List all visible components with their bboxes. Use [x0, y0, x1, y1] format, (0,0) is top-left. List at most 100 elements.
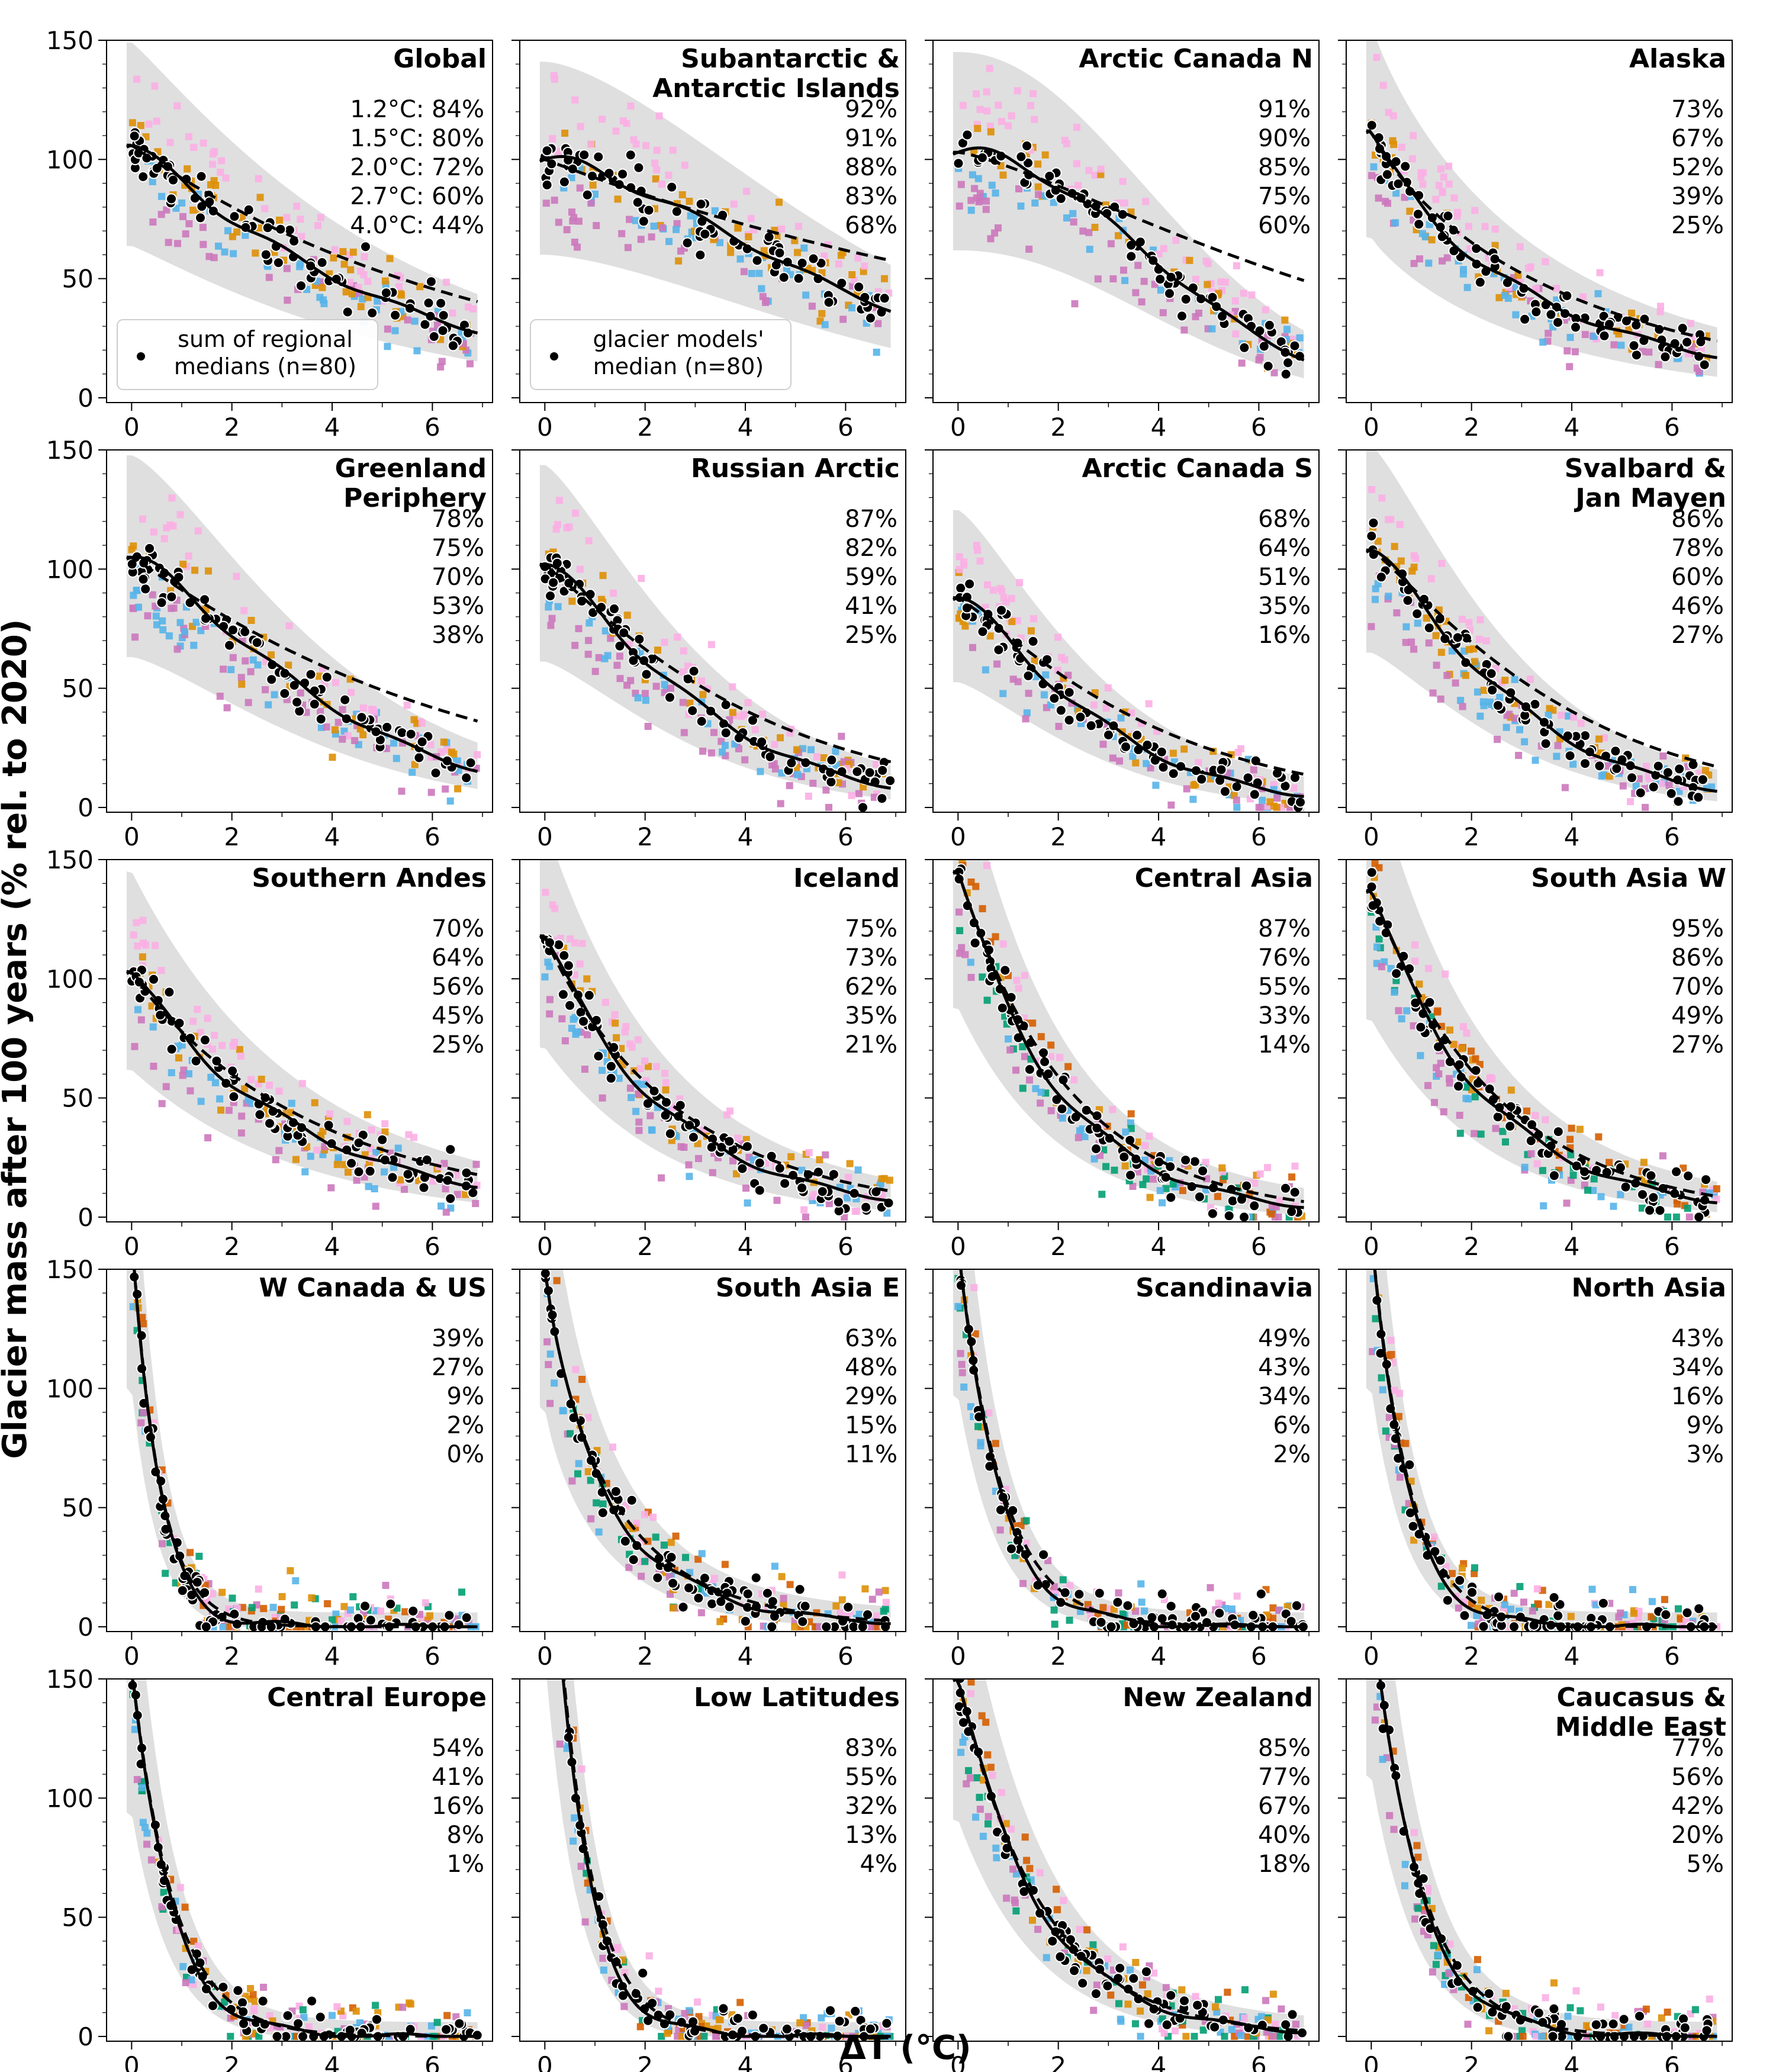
fit-line-solid	[542, 1269, 891, 1626]
model-point	[1238, 359, 1246, 367]
fit-line-solid	[539, 562, 891, 790]
model-point	[1713, 1185, 1720, 1193]
x-tick-label: 6	[838, 1232, 854, 1261]
model-point	[967, 1403, 974, 1411]
model-point	[211, 1079, 219, 1086]
median-point	[1289, 340, 1301, 352]
median-point	[1413, 208, 1424, 220]
model-point	[1121, 276, 1129, 284]
panel-title: Antarctic Islands	[652, 73, 900, 104]
model-point	[1532, 1112, 1539, 1119]
median-point	[1131, 729, 1143, 741]
model-point	[969, 171, 976, 179]
model-point	[619, 117, 627, 125]
median-point	[1080, 1104, 1092, 1116]
model-point	[1619, 782, 1627, 790]
model-point	[1183, 785, 1191, 793]
model-point	[1160, 244, 1167, 252]
model-point	[1232, 330, 1240, 337]
model-point	[292, 1577, 300, 1585]
model-point	[209, 150, 217, 158]
model-point	[217, 169, 224, 176]
model-point	[1081, 1133, 1089, 1140]
model-point	[1471, 658, 1479, 665]
model-point	[655, 112, 663, 120]
model-point	[638, 575, 645, 583]
median-point	[1594, 760, 1606, 772]
model-point	[168, 1069, 175, 1076]
model-point	[653, 146, 661, 154]
model-point	[1425, 639, 1433, 647]
model-point	[574, 1028, 581, 1035]
x-tick-label: 0	[950, 413, 966, 442]
panel-frame	[1346, 40, 1733, 403]
model-point	[578, 940, 586, 947]
model-point	[311, 1099, 318, 1106]
model-point	[734, 1134, 742, 1142]
model-point	[986, 632, 994, 640]
model-point	[729, 1157, 736, 1164]
model-point	[1433, 1008, 1441, 1016]
model-point	[297, 215, 304, 223]
model-point	[464, 2009, 471, 2016]
median-point	[1022, 670, 1034, 682]
scenario-percentage: 34%	[1671, 1354, 1724, 1381]
model-point	[212, 182, 220, 189]
fit-line-solid	[539, 934, 891, 1202]
median-point	[359, 1600, 371, 1612]
x-tick-label: 2	[637, 1232, 653, 1261]
median-point	[720, 699, 732, 710]
median-point	[461, 772, 472, 784]
model-point	[1432, 632, 1440, 639]
model-point	[1545, 330, 1552, 337]
model-point	[349, 1593, 357, 1601]
median-point	[862, 1609, 873, 1620]
median-point	[1193, 1191, 1205, 1203]
model-point	[567, 1430, 574, 1437]
model-point	[364, 278, 372, 285]
model-point	[625, 1563, 633, 1571]
model-point	[1121, 1162, 1129, 1170]
model-point	[1440, 1108, 1447, 1115]
model-point	[1398, 1015, 1405, 1022]
model-point	[1050, 1606, 1058, 1614]
model-point	[1090, 702, 1098, 709]
model-point	[794, 771, 802, 778]
scenario-percentage: 21%	[845, 1031, 897, 1058]
model-point	[166, 521, 174, 529]
uncertainty-band	[1366, 40, 1717, 377]
model-point	[1056, 1054, 1064, 1061]
model-point	[986, 123, 994, 130]
median-point	[578, 1015, 589, 1027]
median-point	[137, 573, 149, 585]
model-point	[168, 604, 175, 612]
fit-line-solid	[959, 1269, 1304, 1629]
median-point	[828, 1169, 839, 1180]
model-point	[1533, 1585, 1541, 1592]
model-point	[653, 166, 661, 173]
model-point	[1019, 1085, 1027, 1092]
model-point	[275, 1088, 283, 1095]
model-point	[1648, 1598, 1656, 1606]
fit-line-dashed	[1366, 129, 1718, 343]
model-point	[1169, 1180, 1177, 1188]
model-point	[614, 195, 622, 203]
model-point	[611, 1011, 619, 1018]
model-point	[148, 1002, 156, 1010]
model-point	[1291, 1162, 1299, 1170]
model-point	[265, 274, 273, 281]
model-point	[1016, 579, 1024, 587]
median-point	[1474, 276, 1486, 288]
scenario-percentage: 73%	[1671, 96, 1724, 123]
model-point	[162, 1083, 170, 1090]
median-point	[1112, 1597, 1124, 1608]
model-point	[237, 1053, 244, 1060]
model-point	[1005, 122, 1012, 130]
x-tick-label: 6	[1251, 1232, 1267, 1261]
model-point	[368, 1126, 375, 1134]
model-point	[1008, 617, 1016, 625]
median-point	[1402, 594, 1414, 606]
model-point	[1371, 860, 1379, 867]
